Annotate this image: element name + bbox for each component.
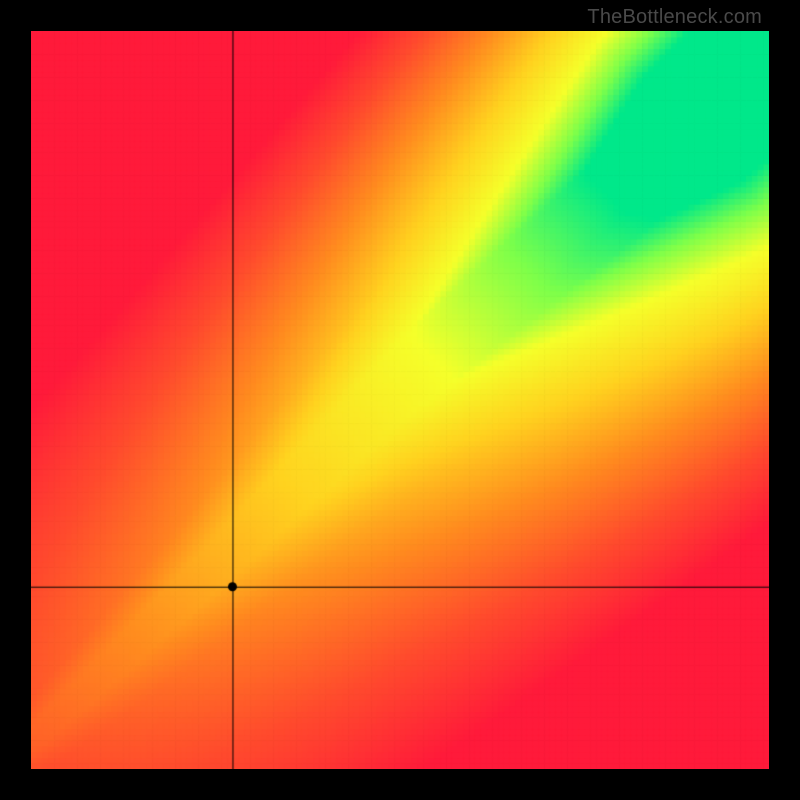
bottleneck-heatmap — [31, 31, 769, 769]
watermark-text: TheBottleneck.com — [587, 6, 762, 29]
outer-frame: TheBottleneck.com — [0, 0, 800, 800]
